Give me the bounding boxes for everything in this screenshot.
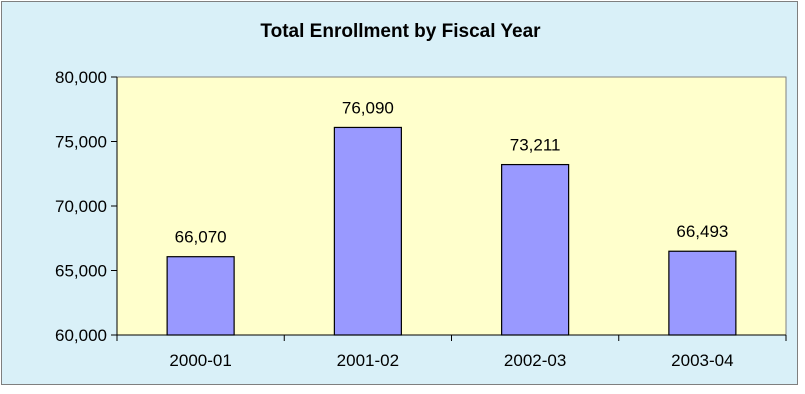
y-tick-label: 60,000 xyxy=(55,326,107,345)
chart-title: Total Enrollment by Fiscal Year xyxy=(260,21,541,42)
bar-2002-03 xyxy=(501,163,570,336)
y-tick-label: 80,000 xyxy=(55,68,107,87)
x-tick-label-2000-01: 2000-01 xyxy=(169,351,231,370)
data-label-2001-02: 76,090 xyxy=(342,98,394,117)
x-tick-label-2003-04: 2003-04 xyxy=(671,351,733,370)
x-tick-label-2002-03: 2002-03 xyxy=(504,351,566,370)
y-tick-label: 65,000 xyxy=(55,262,107,281)
bar-2000-01 xyxy=(166,256,235,336)
data-label-2000-01: 66,070 xyxy=(175,228,227,247)
y-tick-label: 75,000 xyxy=(55,133,107,152)
bar-2001-02 xyxy=(333,126,402,336)
bar-2003-04 xyxy=(668,250,737,336)
x-tick-label-2001-02: 2001-02 xyxy=(337,351,399,370)
y-tick-label: 70,000 xyxy=(55,197,107,216)
data-label-2002-03: 73,211 xyxy=(510,136,561,155)
data-label-2003-04: 66,493 xyxy=(676,222,728,241)
